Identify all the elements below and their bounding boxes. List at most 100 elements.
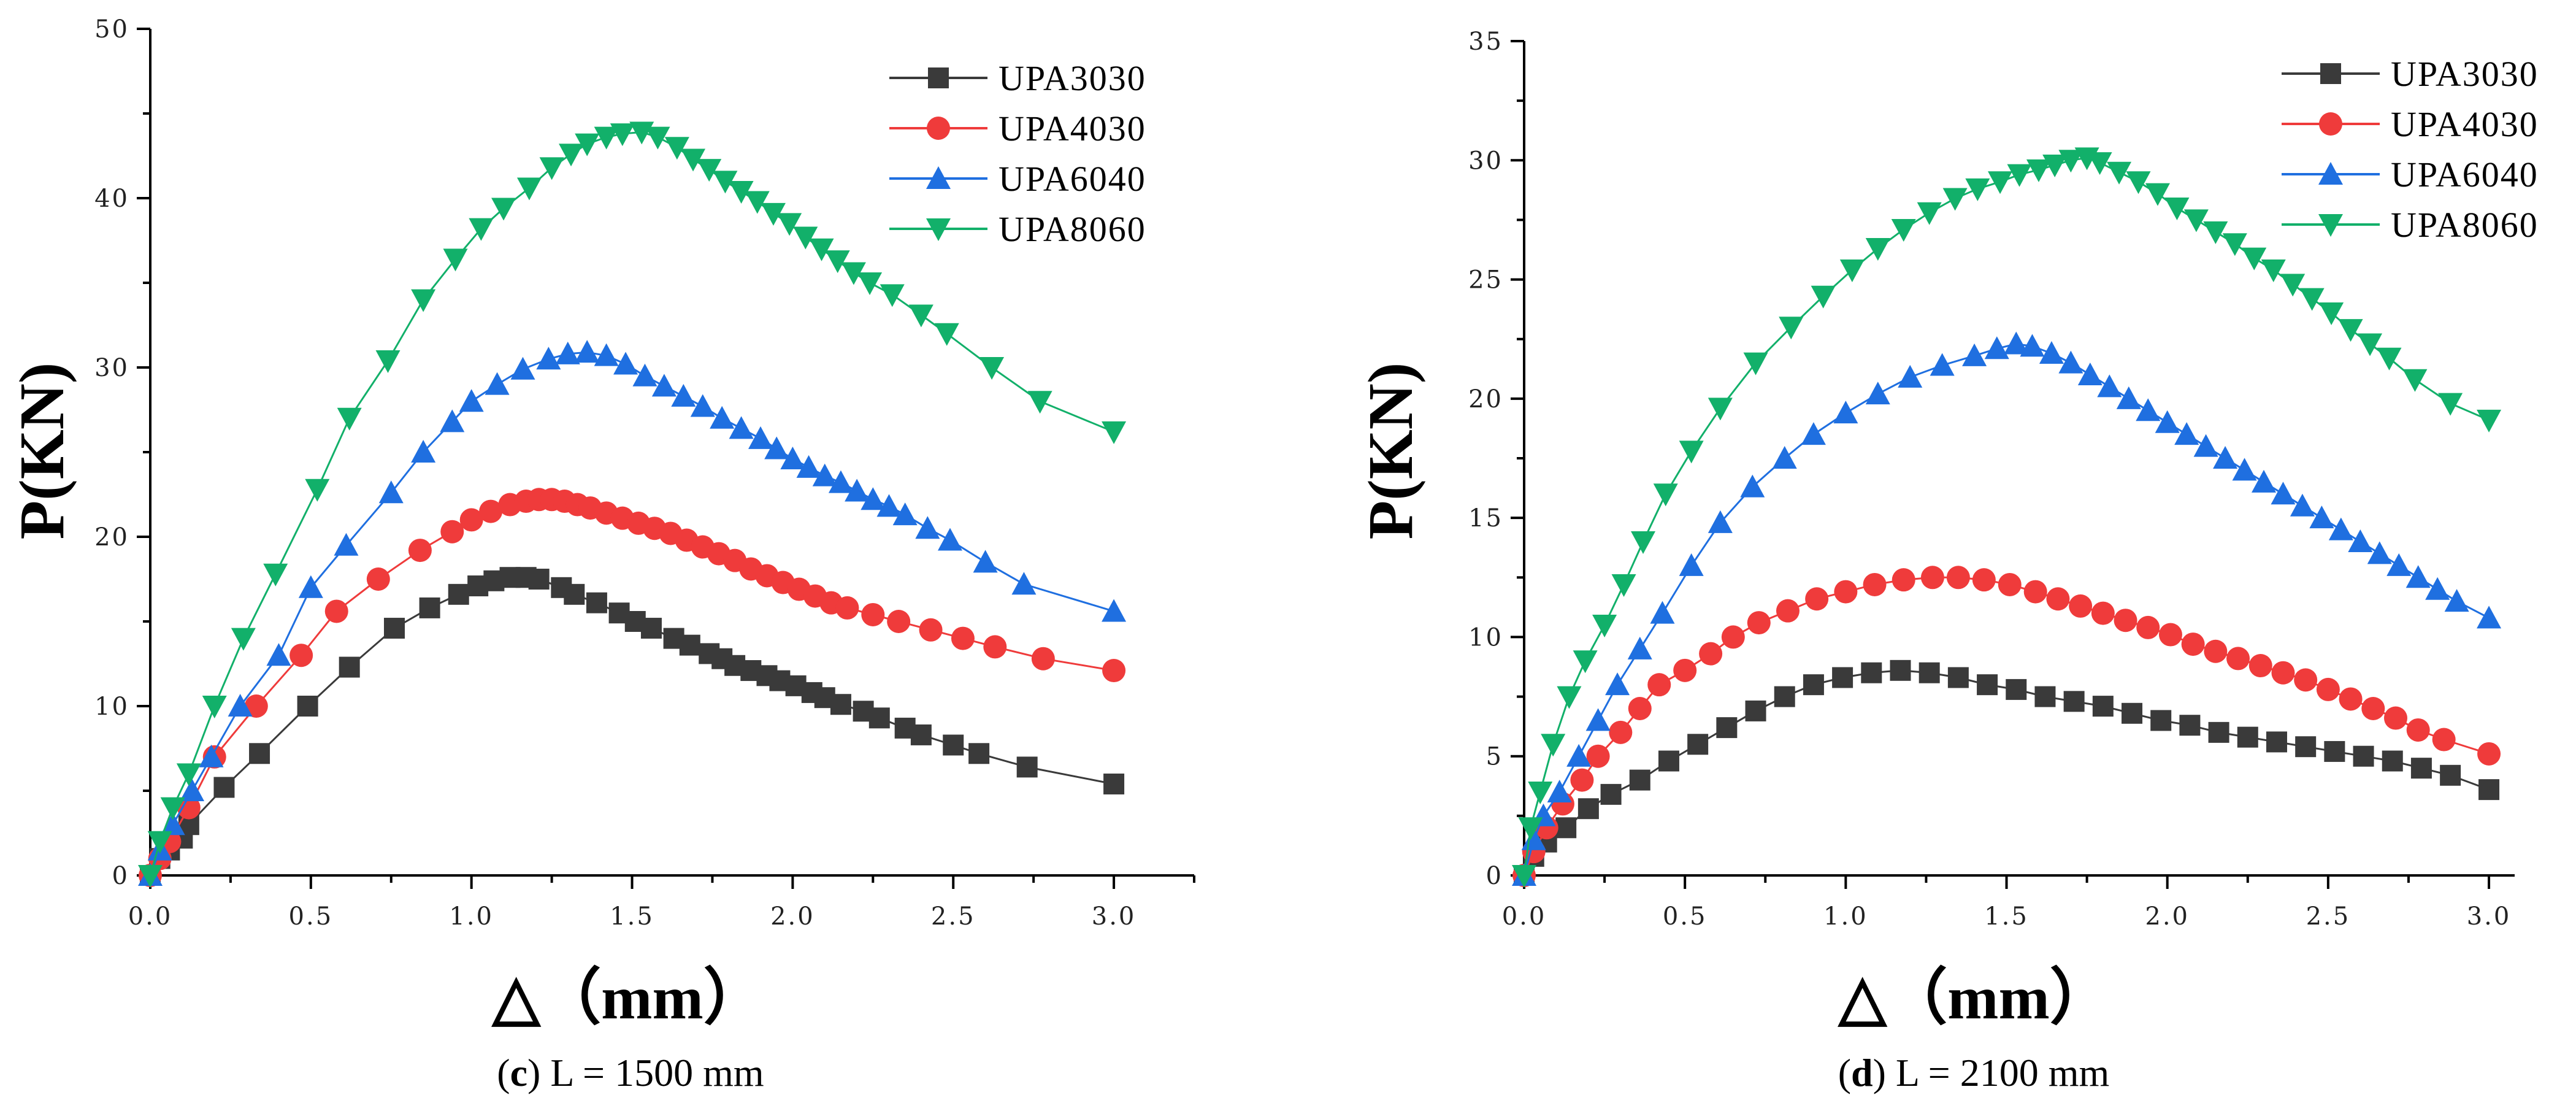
data-point — [2069, 594, 2093, 618]
chart-panel-c: P(KN) △（mm） (c) L = 1500 mm 0 10 20 30 40 50 0… — [7, 15, 1195, 1094]
data-point — [651, 374, 677, 397]
data-point — [2438, 393, 2463, 416]
data-point — [1570, 768, 1594, 792]
data-point — [1890, 659, 1911, 681]
data-point — [2042, 155, 2068, 178]
data-point — [263, 563, 288, 586]
data-point — [1898, 364, 1923, 388]
legend-marker — [926, 218, 951, 241]
data-point — [887, 610, 911, 633]
legend-label: UPA6040 — [999, 159, 1146, 199]
data-point — [2299, 288, 2325, 311]
data-point — [2383, 706, 2407, 730]
data-point — [2353, 745, 2374, 767]
data-point — [610, 123, 635, 147]
data-point — [2425, 577, 2450, 600]
data-point — [2097, 374, 2122, 398]
y-tick-label: 0 — [1486, 862, 1503, 890]
data-point — [337, 407, 362, 431]
data-point — [664, 137, 689, 160]
data-point — [1984, 336, 2009, 359]
panel-caption: (d) L = 2100 mm — [1838, 1051, 2110, 1094]
data-point — [2237, 726, 2258, 748]
data-point — [2266, 731, 2287, 753]
data-point — [555, 341, 580, 364]
data-point — [2208, 721, 2229, 743]
x-tick-label: 1.0 — [1823, 902, 1868, 931]
data-point — [339, 656, 360, 678]
data-point — [1891, 218, 1916, 242]
data-point — [1585, 708, 1611, 731]
data-point — [1865, 238, 1890, 261]
data-point — [1592, 615, 1617, 637]
data-point — [1031, 647, 1055, 671]
data-point — [459, 389, 484, 412]
data-point — [713, 171, 738, 194]
data-point — [2361, 697, 2385, 720]
data-point — [1745, 700, 1766, 721]
data-point — [1708, 510, 1733, 533]
x-tick-label: 2.0 — [2145, 902, 2190, 931]
x-axis-label: △（mm） — [1837, 964, 2111, 1032]
data-point — [249, 743, 270, 764]
data-point — [748, 426, 773, 449]
panel-caption-text: L = 2100 mm — [1886, 1051, 2109, 1094]
data-point — [1658, 750, 1679, 772]
data-point — [2410, 758, 2432, 779]
series-upa6040 — [1512, 331, 2502, 886]
data-point — [375, 350, 401, 373]
data-point — [1679, 553, 1704, 576]
data-point — [968, 743, 990, 764]
data-point — [2348, 529, 2373, 552]
data-point — [2316, 677, 2340, 701]
data-point — [825, 250, 850, 274]
data-point — [934, 323, 959, 346]
data-point — [1811, 285, 1836, 309]
data-point — [1566, 744, 1592, 767]
data-point — [2261, 259, 2286, 283]
series-upa4030 — [139, 488, 1126, 887]
data-point — [1605, 672, 1630, 696]
data-point — [1863, 572, 1887, 596]
data-point — [411, 440, 436, 463]
data-point — [915, 516, 940, 539]
data-point — [2367, 541, 2392, 564]
data-point — [2107, 161, 2132, 185]
data-point — [2477, 409, 2502, 432]
data-point — [1919, 662, 1940, 683]
data-point — [2295, 736, 2317, 758]
data-point — [2150, 710, 2172, 731]
data-point — [176, 763, 201, 786]
data-point — [491, 198, 516, 221]
data-point — [764, 436, 789, 459]
legend-marker — [928, 67, 949, 88]
data-point — [1942, 188, 1968, 211]
data-point — [892, 502, 918, 526]
axis-lines — [149, 29, 1194, 877]
data-point — [835, 596, 859, 620]
data-point — [2179, 715, 2201, 736]
data-point — [943, 734, 964, 756]
data-point — [266, 643, 291, 666]
data-point — [2252, 469, 2277, 493]
data-point — [861, 602, 885, 626]
y-tick-label: 40 — [94, 185, 129, 213]
legend: UPA3030 UPA4030 UPA6040 UPA8060 — [889, 58, 1146, 249]
data-point — [2122, 702, 2143, 724]
data-point — [440, 520, 464, 544]
data-point — [2382, 750, 2403, 772]
legend-label: UPA3030 — [2391, 54, 2539, 94]
legend-marker — [927, 117, 950, 140]
data-point — [289, 644, 313, 667]
data-point — [979, 357, 1005, 380]
data-point — [2136, 615, 2160, 639]
data-point — [1861, 662, 1882, 683]
data-point — [777, 213, 802, 236]
data-point — [2114, 609, 2137, 632]
data-point — [1865, 382, 1890, 405]
data-point — [1600, 783, 1622, 805]
data-point — [459, 508, 483, 532]
data-point — [1016, 756, 1038, 778]
data-point — [1512, 865, 1536, 888]
data-point — [973, 550, 998, 573]
